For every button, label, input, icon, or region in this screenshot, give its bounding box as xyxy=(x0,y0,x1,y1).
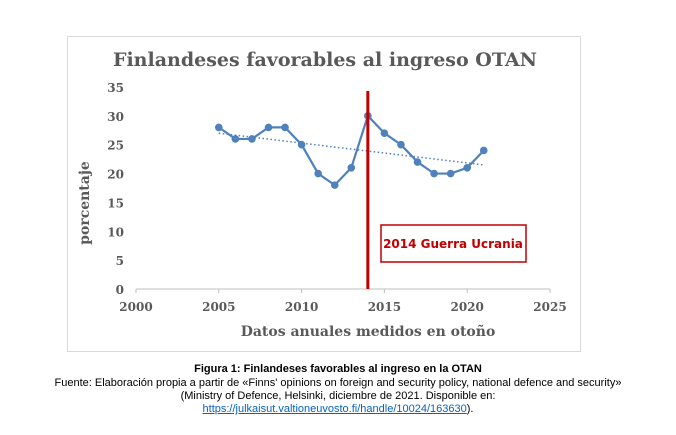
y-axis-ticks: 0 5 10 15 20 25 30 35 xyxy=(107,81,124,297)
data-point xyxy=(463,164,472,172)
y-tick-label: 20 xyxy=(107,168,124,182)
source-line-3: https://julkaisut.valtioneuvosto.fi/hand… xyxy=(0,403,676,416)
chart-title: Finlandeses favorables al ingreso OTAN xyxy=(113,49,537,71)
trendline-group xyxy=(218,132,484,166)
series-group xyxy=(215,112,488,189)
y-tick-label: 10 xyxy=(107,225,124,239)
data-point xyxy=(314,169,322,178)
data-point xyxy=(397,140,405,149)
chart-frame xyxy=(67,36,581,352)
x-axis-ticks: 2000 2005 2010 2015 2020 2025 xyxy=(119,289,567,314)
source-line-1: Fuente: Elaboración propia a partir de «… xyxy=(54,377,622,389)
data-point xyxy=(430,169,438,178)
data-point xyxy=(215,123,223,132)
data-point xyxy=(330,181,339,189)
figure-caption-source: Fuente: Elaboración propia a partir de «… xyxy=(0,377,676,416)
y-tick-label: 35 xyxy=(107,81,124,95)
data-point xyxy=(297,140,306,149)
source-link[interactable]: https://julkaisut.valtioneuvosto.fi/hand… xyxy=(202,403,467,415)
data-point xyxy=(380,129,389,137)
x-tick-label: 2010 xyxy=(285,300,318,314)
x-axis-label: Datos anuales medidos en otoño xyxy=(241,323,496,340)
data-point xyxy=(413,158,422,166)
series-line xyxy=(218,113,485,187)
y-tick-label: 0 xyxy=(116,283,124,297)
y-tick-label: 30 xyxy=(107,110,124,124)
figure-caption-title: Figura 1: Finlandeses favorables al ingr… xyxy=(194,363,482,375)
data-point xyxy=(347,164,356,172)
x-tick-label: 2005 xyxy=(202,300,235,314)
y-tick-label: 15 xyxy=(107,196,124,210)
x-tick-label: 2015 xyxy=(368,300,401,314)
trendline xyxy=(218,132,484,166)
event-label-text: 2014 Guerra Ucrania xyxy=(383,237,523,251)
data-point xyxy=(281,123,289,132)
x-tick-label: 2025 xyxy=(533,300,566,314)
data-point xyxy=(479,146,488,155)
source-line-2: (Ministry of Defence, Helsinki, diciembr… xyxy=(180,390,496,402)
data-point xyxy=(248,135,256,143)
data-point xyxy=(446,169,455,178)
source-link-suffix: ). xyxy=(466,403,474,415)
x-tick-label: 2020 xyxy=(450,300,483,314)
event-label-box xyxy=(380,224,527,263)
x-tick-label: 2000 xyxy=(119,300,152,314)
y-axis-label: porcentaje xyxy=(77,161,93,245)
data-point xyxy=(231,135,240,143)
y-tick-label: 5 xyxy=(116,254,124,268)
y-tick-label: 25 xyxy=(107,139,124,153)
chart: Finlandeses favorables al ingreso OTAN D… xyxy=(77,49,567,340)
event-group: 2014 Guerra Ucrania xyxy=(366,91,527,289)
data-point xyxy=(264,123,273,132)
